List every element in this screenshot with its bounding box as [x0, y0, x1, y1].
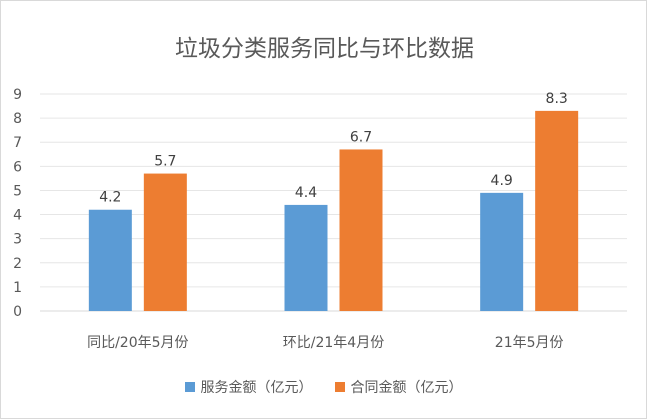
data-label: 8.3	[546, 91, 568, 107]
y-tick-label: 9	[13, 87, 22, 103]
data-labels: 4.2 5.7 4.4 6.7 4.9 8.3	[99, 91, 568, 206]
data-label: 4.4	[295, 185, 317, 201]
y-tick-label: 0	[13, 304, 22, 320]
bar-series-1-cat-0	[143, 173, 187, 311]
bars	[88, 110, 579, 311]
legend-swatch-series-1	[334, 382, 345, 392]
y-tick-label: 4	[13, 208, 22, 224]
bar-series-0-cat-2	[480, 192, 524, 311]
bar-series-0-cat-0	[88, 209, 132, 311]
data-label: 4.9	[491, 173, 513, 189]
category-labels: 同比/20年5月份 环比/21年4月份 21年5月份	[87, 335, 563, 351]
y-tick-label: 7	[13, 135, 22, 151]
legend-swatch-series-0	[184, 382, 195, 392]
data-label: 4.2	[99, 190, 121, 206]
y-tick-label: 3	[13, 232, 22, 248]
grid-lines	[40, 93, 627, 312]
bar-series-0-cat-1	[284, 204, 328, 311]
y-tick-label: 1	[13, 280, 22, 296]
x-category-label: 同比/20年5月份	[87, 335, 188, 351]
y-tick-label: 6	[13, 159, 22, 175]
y-tick-label: 2	[13, 256, 22, 272]
chart-title: 垃圾分类服务同比与环比数据	[175, 36, 474, 62]
bar-series-1-cat-1	[339, 149, 383, 311]
bar-series-1-cat-2	[535, 110, 579, 311]
legend-item-series-1: 合同金额（亿元）	[334, 377, 463, 397]
legend-item-series-0: 服务金额（亿元）	[184, 377, 313, 397]
x-category-label: 21年5月份	[495, 335, 564, 351]
y-axis-ticks: 0 1 2 3 4 5 6 7 8 9	[13, 87, 22, 320]
legend-label-series-1: 合同金额（亿元）	[350, 380, 463, 396]
legend-label-series-0: 服务金额（亿元）	[200, 380, 313, 396]
y-tick-label: 5	[13, 183, 22, 199]
x-category-label: 环比/21年4月份	[283, 335, 384, 351]
legend: 服务金额（亿元） 合同金额（亿元）	[0, 377, 647, 397]
data-label: 6.7	[350, 129, 372, 145]
y-tick-label: 8	[13, 111, 22, 127]
data-label: 5.7	[154, 154, 176, 170]
